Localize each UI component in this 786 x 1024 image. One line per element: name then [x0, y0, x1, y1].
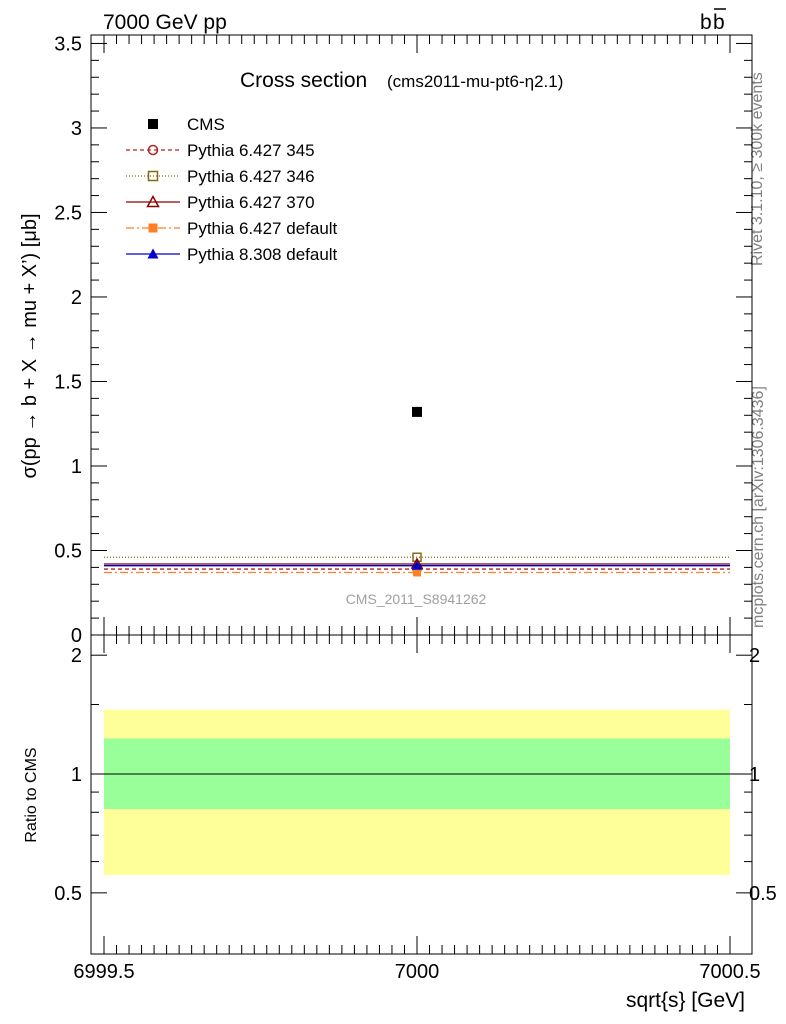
header-process-label: b b — [700, 8, 726, 34]
chart-subtitle: (cms2011-mu-pt6-η2.1) — [387, 72, 563, 91]
main-panel: 0 0.5 1 1.5 2 2.5 3 3.5 σ(pp → b + X → mu + X’)… — [19, 33, 753, 647]
mcplots-reference-label: mcplots.cern.ch [arXiv:1306.3436] — [750, 386, 767, 628]
legend-marker-pythia-8-308-default — [147, 248, 159, 259]
legend-marker-cms — [148, 119, 158, 129]
main-y-tick-label: 2 — [71, 287, 82, 309]
main-y-tick-label: 3 — [71, 118, 82, 140]
chart-title: Cross section — [240, 69, 367, 92]
main-y-axis-label: σ(pp → b + X → mu + X’) [μb] — [19, 213, 41, 478]
series-marker-pythia-6-427-default — [413, 568, 421, 577]
ratio-y-axis-label: Ratio to CMS — [23, 747, 40, 842]
ratio-panel-frame — [90, 634, 753, 955]
x-tick-label: 7000.5 — [699, 961, 760, 983]
legend-marker-pythia-6-427-346 — [147, 170, 159, 182]
ratio-panel: 0.5 0.5 1 1 2 2 6999.5 7000 7000.5 Ratio to CMS… — [23, 634, 777, 1012]
x-tick-label: 7000 — [395, 961, 440, 983]
legend-marker-pythia-6-427-default — [148, 223, 158, 233]
header-process-bbar: b — [713, 11, 725, 34]
legend-label-cms: CMS — [187, 115, 225, 134]
main-y-tick-labels: 0 0.5 1 1.5 2 2.5 3 3.5 — [54, 33, 82, 647]
x-axis-label: sqrt{s} [GeV] — [626, 989, 745, 1012]
legend-label-pythia-8-308-default: Pythia 8.308 default — [187, 245, 338, 264]
main-y-tick-label: 2.5 — [54, 202, 82, 224]
legend-label-pythia-6-427-345: Pythia 6.427 345 — [187, 141, 315, 160]
ratio-y-tick-label-left: 0.5 — [54, 883, 82, 905]
main-series-layer — [104, 406, 730, 577]
ratio-y-ticks — [91, 654, 752, 894]
legend: CMS Pythia 6.427 345 Pythia 6.427 346 Pythi… — [126, 115, 338, 264]
analysis-watermark: CMS_2011_S8941262 — [346, 591, 487, 607]
main-y-tick-label: 0.5 — [54, 540, 82, 562]
main-y-tick-label: 0 — [71, 625, 82, 647]
series-marker-pythia-8-308-default — [412, 560, 422, 570]
legend-label-pythia-6-427-370: Pythia 6.427 370 — [187, 193, 315, 212]
header-process-b: b — [700, 11, 712, 34]
legend-marker-pythia-6-427-345 — [147, 144, 159, 156]
main-y-tick-label: 1 — [71, 456, 82, 478]
legend-label-pythia-6-427-346: Pythia 6.427 346 — [187, 167, 315, 186]
header-energy-label: 7000 GeV pp — [103, 11, 227, 34]
main-y-tick-label: 3.5 — [54, 33, 82, 55]
ratio-y-tick-label-left: 1 — [71, 764, 82, 786]
ratio-x-tick-labels: 6999.5 7000 7000.5 — [73, 961, 760, 983]
rivet-version-label: Rivet 3.1.10, ≥ 300k events — [749, 72, 766, 266]
ratio-y-tick-labels: 0.5 0.5 1 1 2 2 — [54, 645, 777, 905]
data-point-cms — [412, 406, 422, 417]
main-y-tick-label: 1.5 — [54, 371, 82, 393]
ratio-y-tick-label-right: 2 — [749, 645, 760, 667]
ratio-y-tick-label-left: 2 — [71, 645, 82, 667]
ratio-x-ticks — [103, 635, 731, 954]
main-x-ticks — [103, 35, 731, 635]
ratio-bands-layer — [104, 709, 730, 875]
legend-marker-pythia-6-427-370 — [146, 194, 160, 208]
x-tick-label: 6999.5 — [73, 961, 134, 983]
ratio-y-tick-label-right: 0.5 — [749, 883, 777, 905]
legend-label-pythia-6-427-default: Pythia 6.427 default — [187, 219, 338, 238]
ratio-y-tick-label-right: 1 — [749, 764, 760, 786]
